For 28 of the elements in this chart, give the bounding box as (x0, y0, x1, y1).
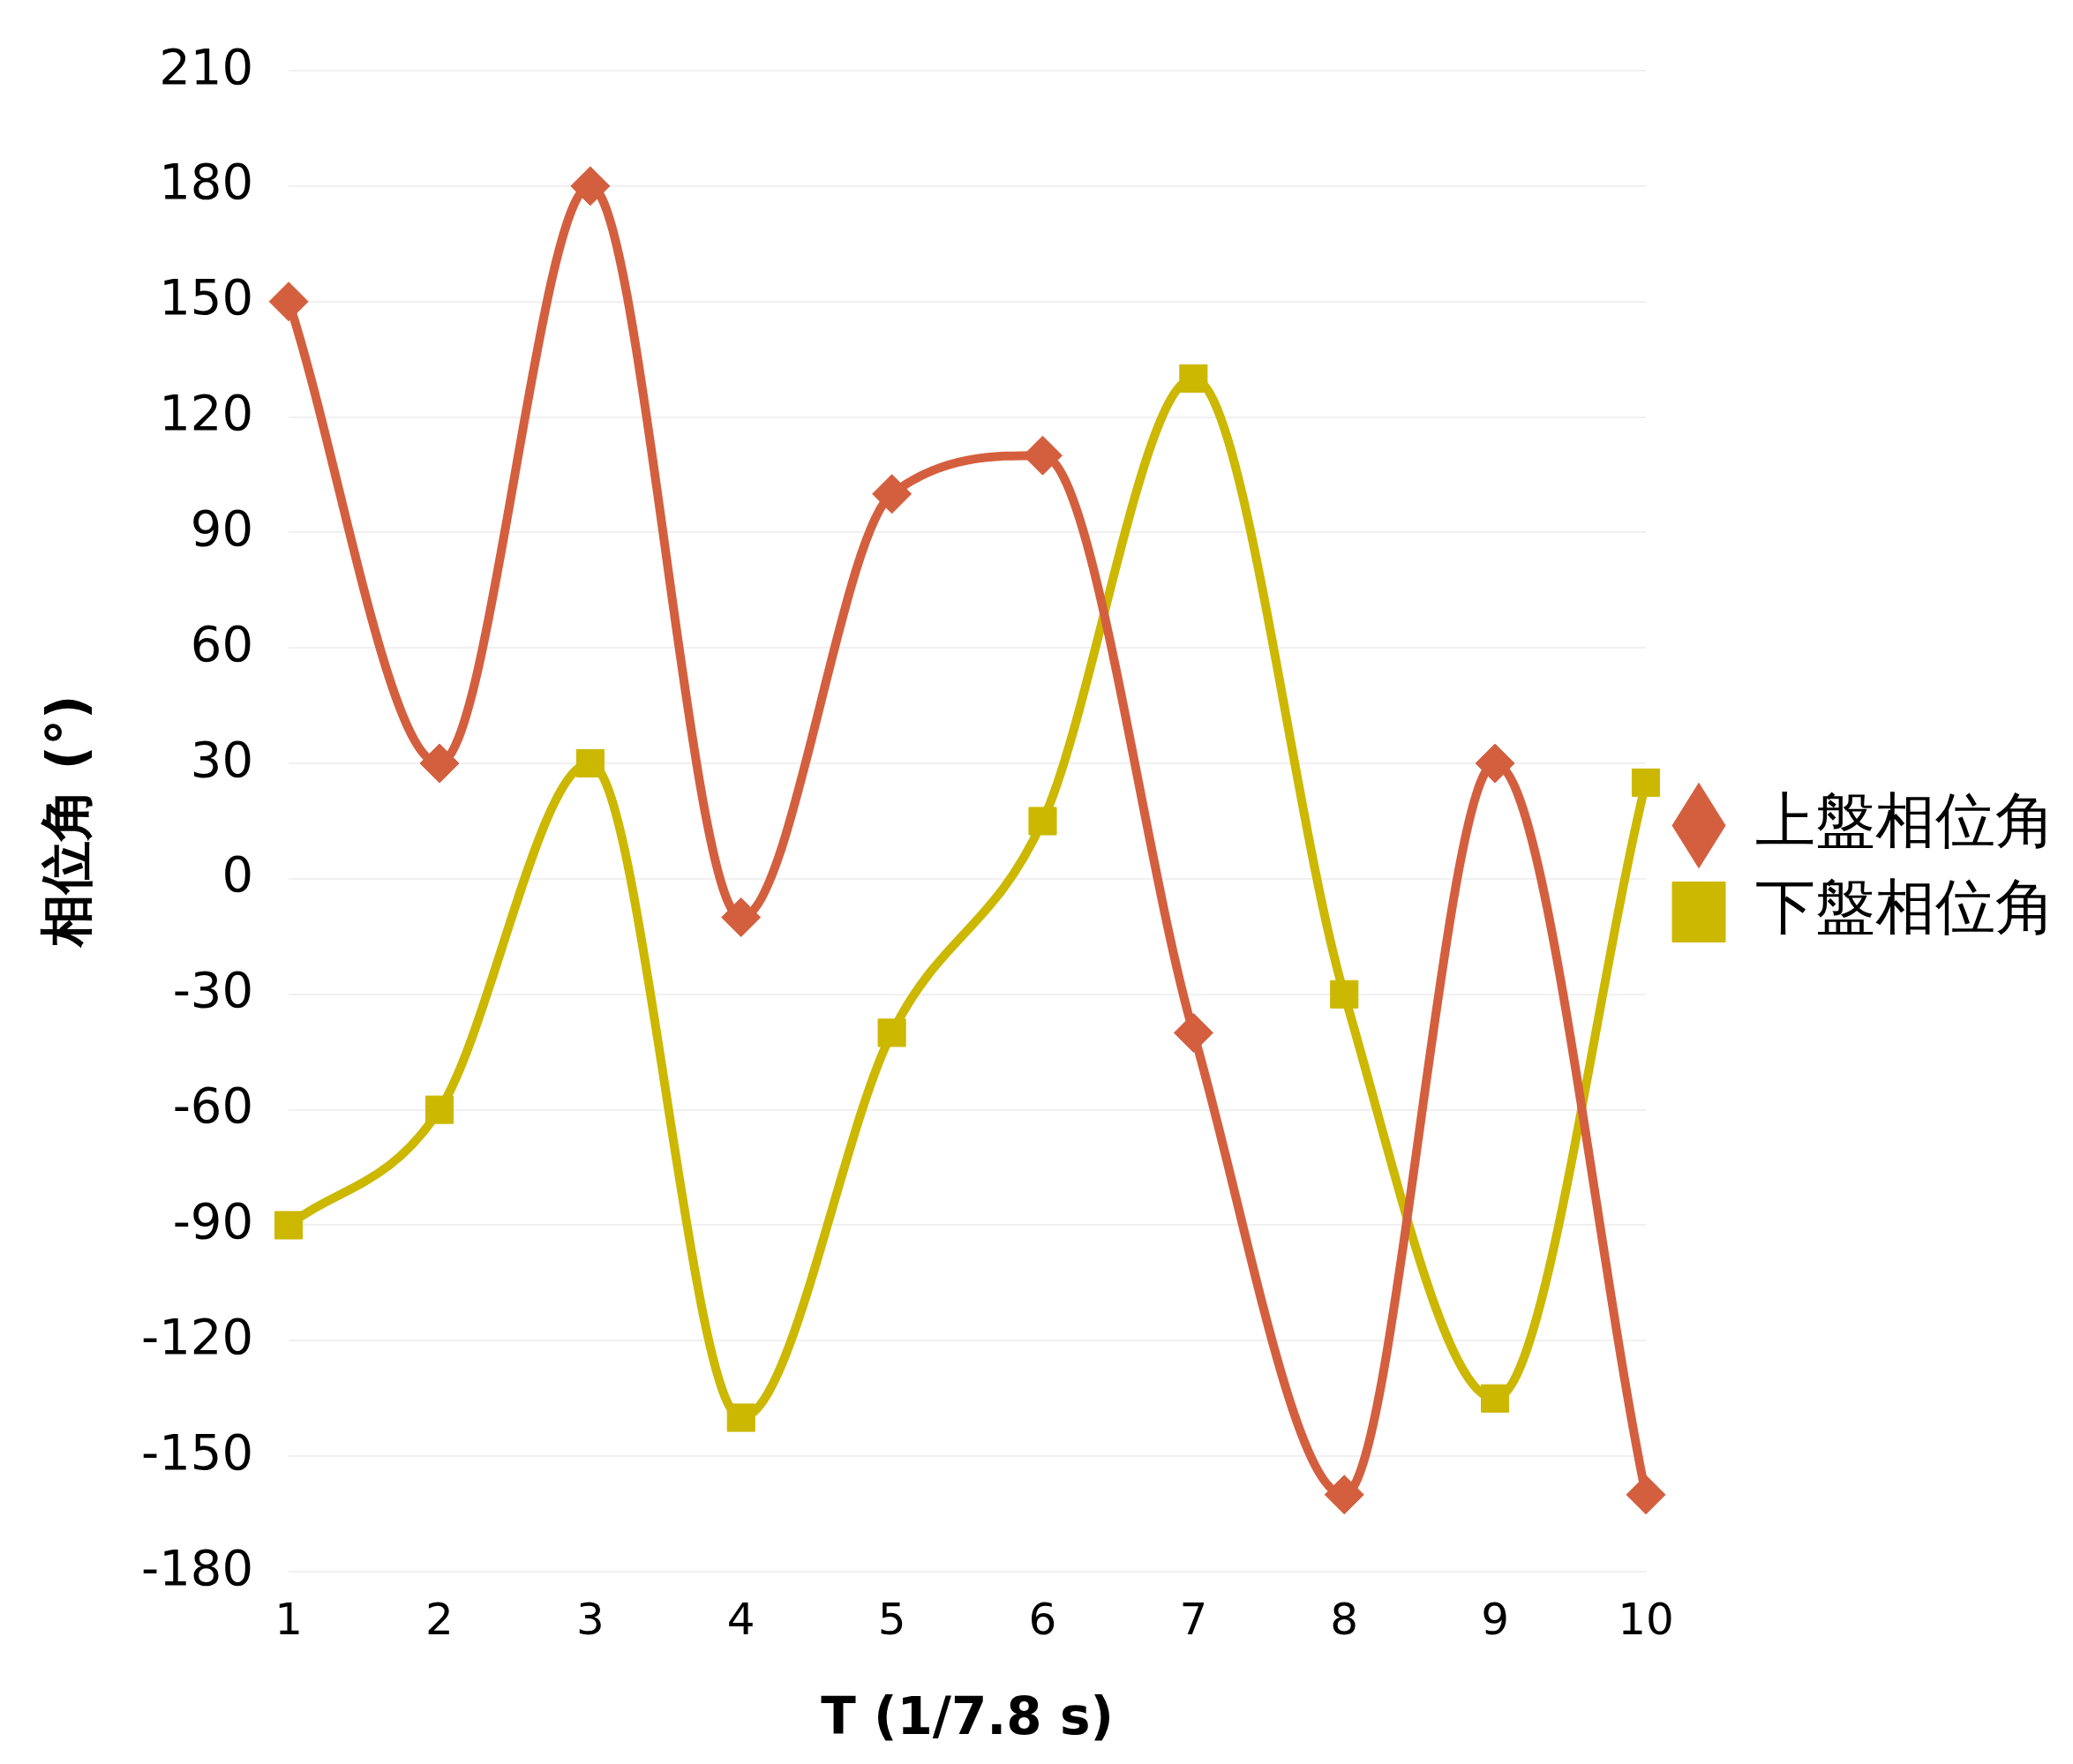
y-tick-label: -120 (141, 1307, 254, 1365)
y-tick-label: -30 (172, 961, 254, 1019)
x-tick-label: 1 (274, 1593, 303, 1645)
y-tick-label: 120 (159, 384, 254, 442)
y-tick-label: 90 (190, 499, 254, 557)
y-tick-label: -150 (141, 1422, 254, 1481)
x-axis-title: T (1/7.8 s) (821, 1686, 1114, 1747)
x-tick-label: 5 (877, 1593, 906, 1645)
y-tick-label: 180 (159, 153, 254, 211)
y-tick-label: -60 (172, 1077, 254, 1135)
y-tick-label: -90 (172, 1192, 254, 1250)
y-tick-label: 0 (222, 845, 254, 904)
legend-label: 下盤相位角 (1755, 872, 2055, 942)
x-tick-label: 6 (1028, 1593, 1057, 1645)
y-tick-label: 210 (159, 37, 254, 95)
y-tick-label: 150 (159, 268, 254, 327)
x-tick-label: 9 (1481, 1593, 1510, 1645)
x-tick-label: 3 (575, 1593, 605, 1645)
x-tick-label: 4 (726, 1593, 755, 1645)
legend-label: 上盤相位角 (1755, 785, 2055, 856)
y-tick-label: -180 (141, 1538, 254, 1596)
y-axis-title: 相位角 (°) (34, 694, 97, 950)
y-tick-label: 60 (190, 614, 254, 672)
x-tick-label: 7 (1179, 1593, 1208, 1645)
x-tick-label: 2 (425, 1593, 454, 1645)
y-tick-label: 30 (190, 730, 254, 788)
x-tick-label: 8 (1330, 1593, 1359, 1645)
x-tick-label: 10 (1618, 1593, 1674, 1645)
